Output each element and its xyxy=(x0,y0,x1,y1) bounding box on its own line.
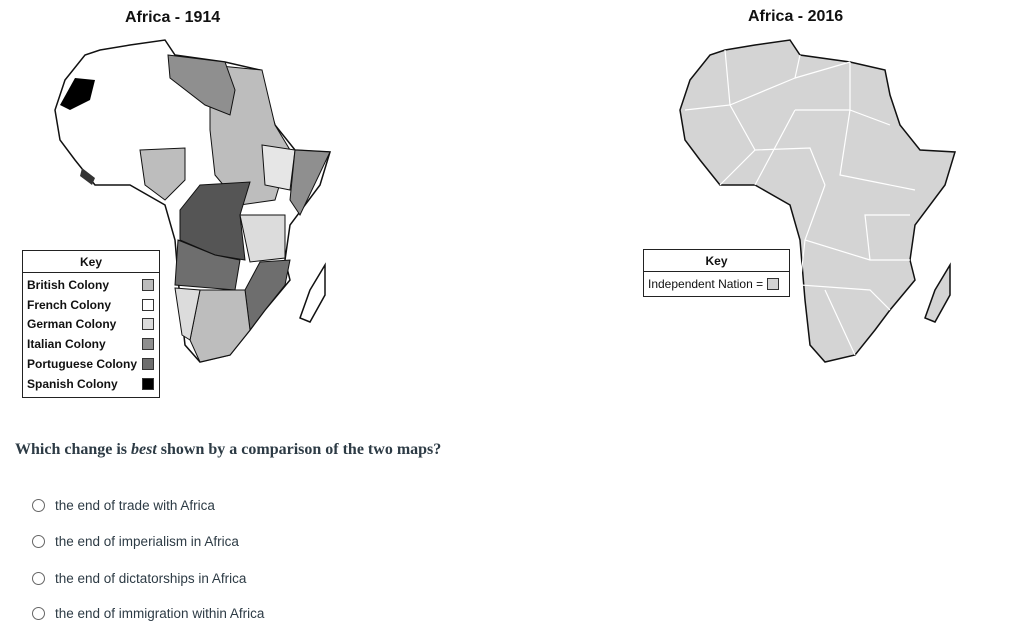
map-1914-key: Key British Colony French Colony German … xyxy=(22,250,160,398)
region-libya xyxy=(167,54,236,116)
map-1914-title: Africa - 1914 xyxy=(125,9,221,26)
map-2016-key: Key Independent Nation = xyxy=(643,249,790,297)
key-item: Independent Nation = xyxy=(644,272,789,296)
radio-button[interactable] xyxy=(32,499,45,512)
answer-option[interactable]: the end of immigration within Africa xyxy=(32,606,264,621)
key-heading: Key xyxy=(644,250,789,272)
region-angola xyxy=(174,239,241,291)
africa-maps xyxy=(54,39,956,363)
map-1914 xyxy=(54,39,331,363)
answer-option[interactable]: the end of trade with Africa xyxy=(32,498,215,513)
radio-button[interactable] xyxy=(32,535,45,548)
key-item: Italian Colony xyxy=(23,334,159,354)
key-item: British Colony xyxy=(23,275,159,295)
region-guinea-spanish xyxy=(80,168,95,185)
key-item: German Colony xyxy=(23,315,159,335)
region-sw-africa xyxy=(174,287,201,341)
key-item: Spanish Colony xyxy=(23,374,159,394)
region-east-africa xyxy=(239,214,286,263)
key-item: French Colony xyxy=(23,295,159,315)
region-ethiopia xyxy=(261,144,296,191)
region-somalia xyxy=(289,149,331,217)
question-text: Which change is best shown by a comparis… xyxy=(15,441,442,458)
map-2016-title: Africa - 2016 xyxy=(748,8,844,25)
radio-button[interactable] xyxy=(32,607,45,620)
region-nigeria xyxy=(139,147,186,201)
region-south-africa xyxy=(189,289,251,363)
region-rio-de-oro xyxy=(60,78,95,110)
key-item: Portuguese Colony xyxy=(23,354,159,374)
map-2016 xyxy=(679,39,956,363)
answer-option[interactable]: the end of imperialism in Africa xyxy=(32,534,239,549)
answer-option[interactable]: the end of dictatorships in Africa xyxy=(32,571,246,586)
key-heading: Key xyxy=(23,251,159,273)
radio-button[interactable] xyxy=(32,572,45,585)
